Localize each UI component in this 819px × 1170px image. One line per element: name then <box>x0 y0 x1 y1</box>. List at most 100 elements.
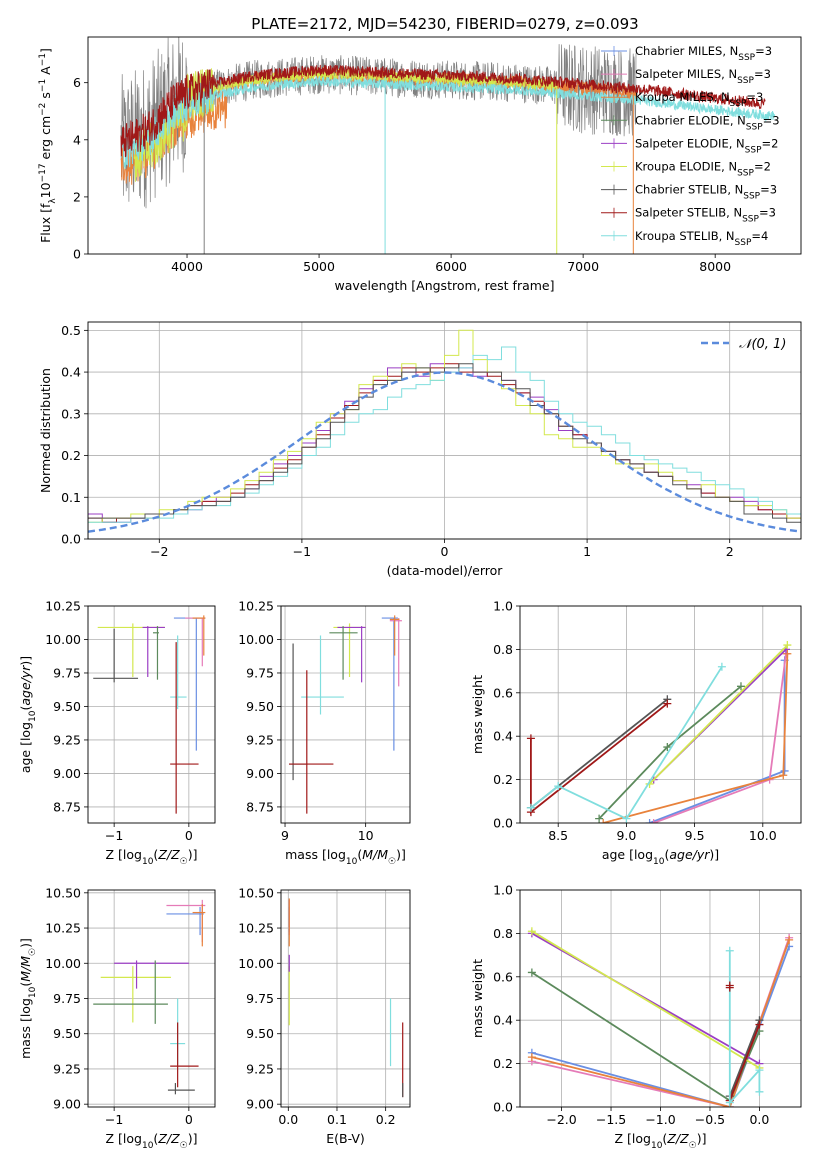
x-axis-label: Z [log10(Z/Z☉)] <box>106 1131 198 1151</box>
plot-area <box>527 927 794 1107</box>
y-axis-label: age [log10(age/yr)] <box>18 656 38 773</box>
weight-point-marker <box>554 782 563 791</box>
legend-label: Salpeter STELIB, NSSP=3 <box>635 206 776 225</box>
figure-title: PLATE=2172, MJD=54230, FIBERID=0279, z=0… <box>251 15 638 33</box>
x-tick-label: 1 <box>583 544 591 559</box>
spectrum-model-red <box>120 64 766 158</box>
x-tick-label: 0 <box>185 828 193 843</box>
y-tick-label: 1.0 <box>493 599 513 614</box>
y-tick-label: 0.0 <box>493 1100 513 1115</box>
y-tick-label: 10.00 <box>238 632 274 647</box>
plot-area <box>288 898 404 1098</box>
plot-area <box>93 615 206 814</box>
histogram-series <box>88 363 801 539</box>
x-tick-label: 10 <box>358 828 374 843</box>
x-tick-label: −1.0 <box>645 1112 675 1127</box>
y-tick-label: 0.6 <box>493 685 513 700</box>
x-axis-label: mass [log10(M/M☉)] <box>285 847 406 867</box>
spectrum-model-cyan <box>120 75 776 170</box>
weight-point-marker <box>725 1098 734 1107</box>
x-tick-label: 6000 <box>435 259 467 274</box>
y-tick-label: 0.0 <box>61 532 81 547</box>
weight-point-marker <box>725 946 734 955</box>
normal-curve <box>88 371 801 533</box>
legend-label: 𝒩(0, 1) <box>739 337 786 352</box>
x-tick-label: 4000 <box>171 259 203 274</box>
weight-point-marker <box>780 766 789 775</box>
x-tick-label: −2.0 <box>546 1112 576 1127</box>
y-tick-label: 0.2 <box>493 772 513 787</box>
x-tick-label: −1 <box>105 828 123 843</box>
weight-series-line <box>531 930 760 1069</box>
weight-point-marker <box>755 1087 764 1096</box>
y-tick-label: 0 <box>73 247 81 262</box>
weight-extra-marker <box>725 981 734 990</box>
weight-point-marker <box>779 771 788 780</box>
y-tick-label: 0.4 <box>493 1013 513 1028</box>
weight-point-marker <box>622 814 631 823</box>
x-axis-label: age [log10(age/yr)] <box>602 847 719 867</box>
weight-point-marker <box>717 662 726 671</box>
x-tick-label: 8.5 <box>548 828 568 843</box>
y-tick-label: 6 <box>73 75 81 90</box>
x-tick-label: −2 <box>150 544 168 559</box>
x-axis-label: (data-model)/error <box>387 563 504 578</box>
x-tick-label: 5000 <box>303 259 335 274</box>
y-axis-label: mass weight <box>470 959 485 1038</box>
weight-series-line <box>530 702 668 814</box>
y-tick-label: 9.75 <box>246 665 274 680</box>
x-tick-label: −1.5 <box>596 1112 626 1127</box>
weight-series-line <box>728 950 761 1106</box>
y-tick-label: 9.25 <box>53 732 81 747</box>
x-tick-label: 0 <box>185 1112 193 1127</box>
y-tick-label: 10.00 <box>45 956 81 971</box>
x-tick-label: 8000 <box>699 259 731 274</box>
x-axis-label: Z [log10(Z/Z☉)] <box>615 1131 707 1151</box>
y-tick-label: 0.4 <box>493 729 513 744</box>
x-tick-label: 7000 <box>567 259 599 274</box>
weight-point-marker <box>663 743 672 752</box>
weight-point-marker <box>783 649 792 658</box>
axes-frame <box>87 605 216 824</box>
y-tick-label: 2 <box>73 189 81 204</box>
x-tick-label: −1 <box>105 1112 123 1127</box>
y-axis-label: mass [log10(M/M☉)] <box>18 938 38 1059</box>
weight-point-marker <box>755 1020 764 1029</box>
y-tick-label: 0.4 <box>61 365 81 380</box>
y-tick-label: 8.75 <box>246 799 274 814</box>
y-tick-label: 4 <box>73 132 81 147</box>
age-vs-metallicity-panel: −1 0 8.75 9.00 9.25 9.50 9.75 10.00 10.25 Z [log1… <box>18 599 216 867</box>
y-tick-label: 10.00 <box>45 632 81 647</box>
weight-series-line <box>531 971 761 1102</box>
legend-label: Kroupa MILES, NSSP=3 <box>635 90 763 109</box>
x-tick-label: 9.0 <box>616 828 636 843</box>
weight-series-line <box>531 932 760 1065</box>
weight-point-marker <box>595 814 604 823</box>
y-tick-label: 10.25 <box>45 599 81 614</box>
weight-point-marker <box>527 1053 536 1062</box>
plot-area <box>93 899 206 1095</box>
y-tick-label: 0.2 <box>493 1056 513 1071</box>
y-tick-label: 9.25 <box>246 732 274 747</box>
weight-point-marker <box>527 927 536 936</box>
x-tick-label: 0.0 <box>749 1112 769 1127</box>
y-tick-label: 10.25 <box>45 921 81 936</box>
x-axis-label: wavelength [Angstrom, rest frame] <box>334 278 554 293</box>
axes-frame <box>280 605 411 824</box>
weight-series-line <box>530 666 723 820</box>
y-tick-label: 9.00 <box>53 766 81 781</box>
x-axis-label: Z [log10(Z/Z☉)] <box>106 847 198 867</box>
legend-label: Chabrier STELIB, NSSP=3 <box>635 183 777 202</box>
legend-label: Salpeter ELODIE, NSSP=2 <box>635 136 778 155</box>
mass-vs-ebv-panel: 0.0 0.1 0.2 9.00 9.25 9.50 9.75 10.00 10.25 10.50… <box>238 885 411 1146</box>
y-tick-label: 0.8 <box>493 926 513 941</box>
x-tick-label: 0.2 <box>376 1112 396 1127</box>
weight-point-marker <box>649 819 658 823</box>
y-tick-label: 9.75 <box>246 991 274 1006</box>
x-tick-label: −1 <box>293 544 311 559</box>
y-tick-label: 8.75 <box>53 799 81 814</box>
y-tick-label: 9.50 <box>53 1026 81 1041</box>
plot-area <box>120 37 776 254</box>
weight-point-marker <box>785 935 794 944</box>
